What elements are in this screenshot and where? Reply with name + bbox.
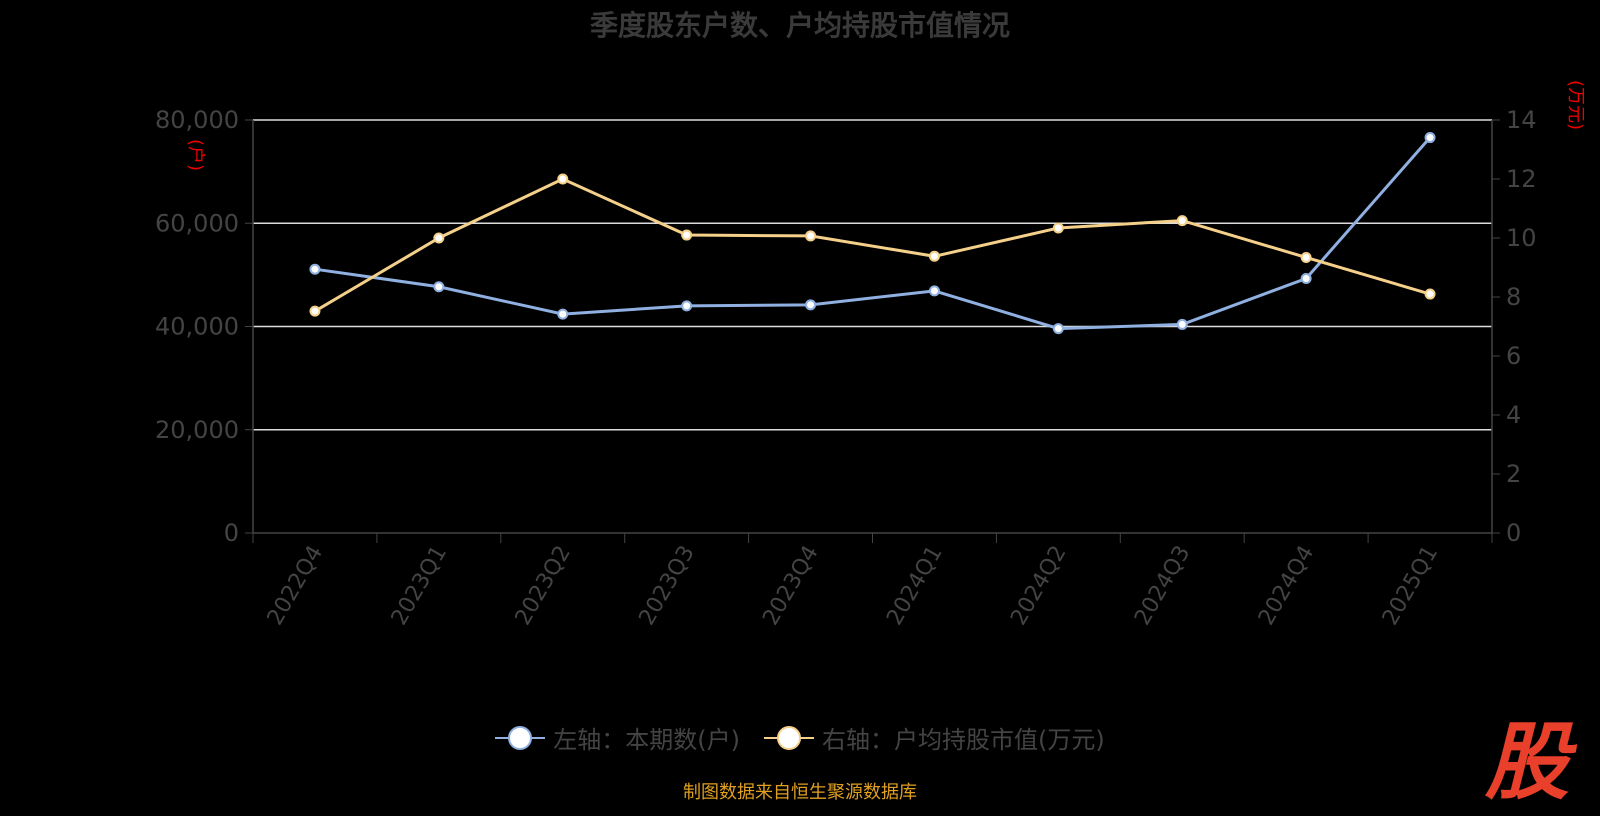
legend-label: 左轴：本期数(户)	[553, 726, 740, 754]
data-point	[433, 232, 445, 244]
y-left-tick-label: 40,000	[155, 313, 239, 341]
data-point	[928, 285, 940, 297]
data-point	[928, 250, 940, 262]
y-right-tick-label: 2	[1506, 460, 1521, 488]
data-point	[805, 299, 817, 311]
y-right-tick-label: 0	[1506, 519, 1521, 547]
y-right-tick-label: 12	[1506, 165, 1537, 193]
x-tick-label: 2023Q1	[387, 542, 452, 630]
data-point	[1300, 272, 1312, 284]
source-note: 制图数据来自恒生聚源数据库	[683, 782, 917, 803]
x-tick-label: 2023Q3	[635, 542, 700, 630]
series-line	[314, 177, 1431, 313]
y-left-tick-label: 80,000	[155, 106, 239, 134]
y-right-tick-label: 10	[1506, 224, 1537, 252]
data-point	[433, 281, 445, 293]
x-tick-label: 2025Q1	[1378, 542, 1443, 630]
x-tick-label: 2024Q2	[1006, 542, 1071, 630]
x-tick-label: 2024Q1	[882, 541, 947, 629]
data-point	[1300, 251, 1312, 263]
data-point	[309, 305, 321, 317]
series-line	[314, 136, 1432, 331]
legend-marker-icon	[764, 725, 814, 750]
data-point	[1424, 132, 1436, 144]
legend-item-households[interactable]: 左轴：本期数(户)	[495, 720, 740, 755]
data-point	[805, 230, 817, 242]
data-point	[309, 263, 321, 275]
data-point	[681, 300, 693, 312]
y-right-tick-label: 4	[1506, 401, 1521, 429]
x-tick-label: 2024Q4	[1254, 542, 1319, 630]
y-left-unit: (户)	[185, 139, 206, 171]
legend-item-avg-value[interactable]: 右轴：户均持股市值(万元)	[764, 720, 1105, 755]
x-tick-label: 2023Q4	[758, 542, 823, 630]
y-right-tick-label: 8	[1506, 283, 1521, 311]
legend-marker-icon	[495, 725, 546, 750]
x-tick-label: 2022Q4	[263, 542, 328, 630]
y-right-unit: (万元)	[1565, 80, 1586, 130]
logo: 股	[1485, 713, 1570, 811]
x-tick-label: 2024Q3	[1130, 542, 1195, 630]
data-point	[1052, 323, 1064, 335]
data-point	[1176, 318, 1188, 330]
data-point	[557, 173, 569, 185]
legend-label: 右轴：户均持股市值(万元)	[822, 726, 1105, 754]
data-point	[1176, 215, 1188, 227]
y-left-tick-label: 0	[224, 519, 239, 547]
legend: 左轴：本期数(户) 右轴：户均持股市值(万元)	[0, 720, 1600, 755]
y-left-tick-label: 60,000	[155, 209, 239, 237]
chart-title: 季度股东户数、户均持股市值情况	[589, 9, 1010, 42]
y-right-tick-label: 14	[1506, 106, 1537, 134]
x-tick-label: 2023Q2	[511, 542, 576, 630]
data-point	[1424, 288, 1436, 300]
y-right-tick-label: 6	[1506, 342, 1521, 370]
y-left-tick-label: 20,000	[155, 416, 239, 444]
data-point	[1052, 222, 1064, 234]
data-point	[681, 229, 693, 241]
data-point	[557, 308, 569, 320]
